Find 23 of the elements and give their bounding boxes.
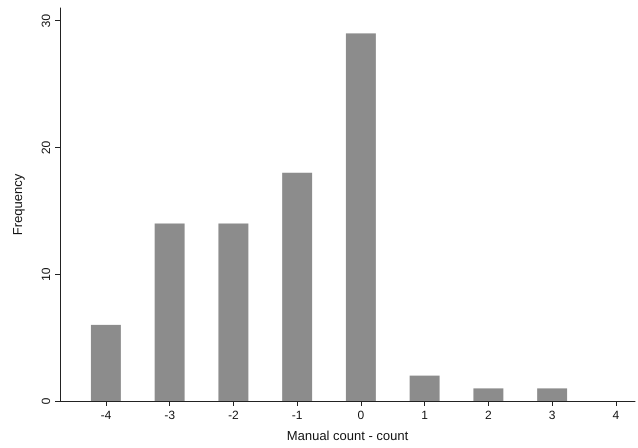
x-axis-title: Manual count - count — [286, 428, 409, 443]
bar — [282, 172, 312, 401]
x-tick-label: 1 — [421, 408, 428, 422]
bar — [537, 388, 568, 401]
y-tick-label: 30 — [39, 14, 53, 28]
y-tick-label: 20 — [39, 140, 53, 154]
y-tick-label: 10 — [39, 267, 53, 281]
x-tick-label: 3 — [548, 408, 556, 422]
x-tick-label: 0 — [358, 408, 365, 422]
x-tick-label: -1 — [292, 408, 303, 422]
x-tick-label: -3 — [164, 408, 176, 422]
bar — [218, 224, 248, 401]
bar — [346, 33, 376, 401]
bar — [90, 324, 121, 401]
bar — [473, 388, 504, 401]
x-tick-label: -4 — [100, 408, 112, 422]
x-tick-label: 2 — [485, 408, 492, 422]
y-axis-title: Frequency — [10, 173, 25, 236]
x-tick-label: -2 — [228, 408, 240, 422]
y-tick-label: 0 — [39, 397, 53, 404]
bar — [154, 224, 185, 401]
x-tick-label: 4 — [612, 408, 620, 422]
bar — [410, 376, 440, 401]
